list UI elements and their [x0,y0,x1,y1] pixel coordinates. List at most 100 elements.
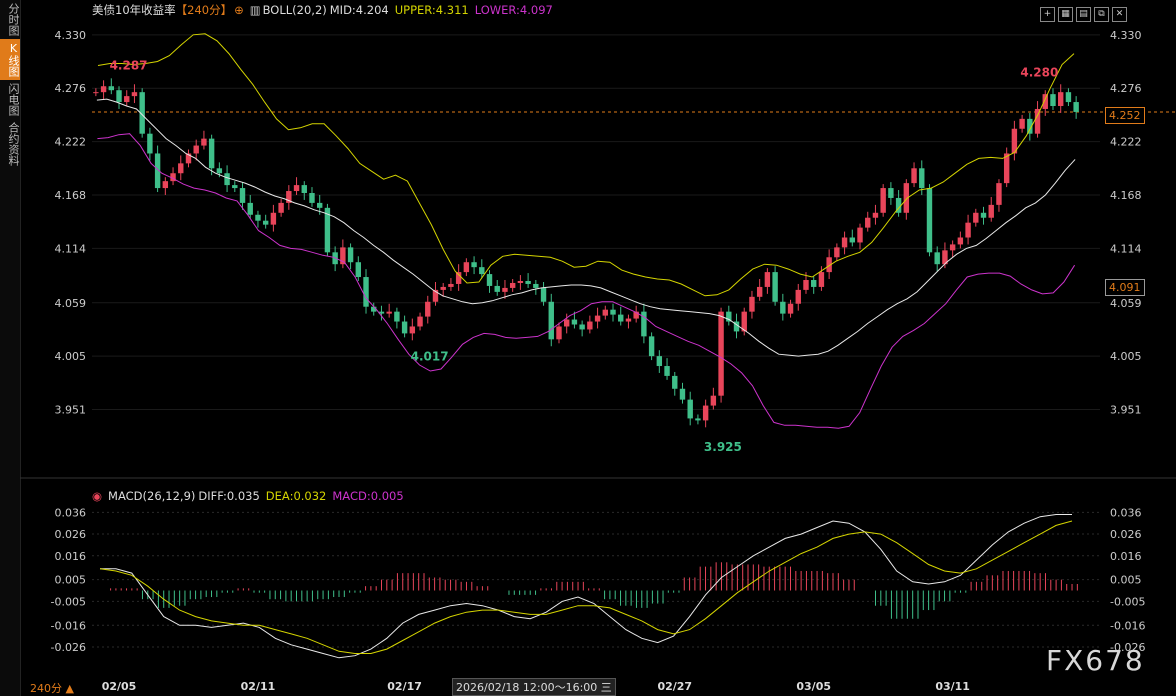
price-annotation: 3.925 [704,440,742,454]
candle-body [239,188,246,203]
candle-body [648,336,655,357]
y-tick-left: 4.276 [55,82,87,95]
crosshair-time-tip: 2026/02/18 12:00～16:00 三 [452,678,616,696]
tab-timeshare[interactable]: 分时图 [7,3,20,36]
candle-body [579,324,585,330]
macd-diff-line [100,514,1072,659]
candle-body [255,214,261,221]
candle-body [733,321,740,332]
candle-body [178,163,184,174]
macd-y-tick-right: -0.026 [1110,641,1145,654]
candle-body [1050,94,1056,107]
candle-body [718,311,724,396]
tab-kline[interactable]: K线图 [0,39,20,80]
candle-body [679,388,686,400]
candle-body [216,168,223,174]
candle-body [1065,92,1072,103]
candle-body [201,138,207,146]
candle-body [764,272,771,287]
candle-body [710,395,717,406]
candle-body [394,311,400,322]
price-annotation: 4.017 [411,349,449,363]
candle-body [880,188,886,213]
boll-mid-line [96,98,1076,357]
grid-icon[interactable]: ▦ [1058,7,1073,22]
candle-body [232,185,238,189]
macd-y-tick-left: 0.036 [55,506,87,519]
macd-y-tick-left: -0.005 [51,595,86,608]
candle-body [633,311,639,319]
candle-body [509,282,516,288]
candle-body [425,301,431,317]
macd-legend: ◉ MACD(26,12,9) DIFF:0.035 DEA:0.032 MACD:0.… [92,489,410,503]
candle-body [1003,153,1010,184]
candle-body [841,237,848,248]
candle-body [996,183,1002,205]
candle-body [818,272,825,287]
x-tick-label: 03/11 [935,680,970,693]
y-tick-right: 4.276 [1110,82,1142,95]
macd-y-tick-right: 0.026 [1110,528,1142,541]
candle-body [517,281,524,283]
x-tick-label: 02/27 [657,680,692,693]
close-icon[interactable]: ✕ [1112,7,1127,22]
macd-y-tick-right: -0.005 [1110,595,1145,608]
y-tick-left: 4.059 [55,297,87,310]
candle-body [432,289,439,302]
candle-body [1058,92,1064,107]
boll-label: BOLL(20,2) [262,3,327,17]
candle-body [834,247,840,258]
macd-dea-line [99,520,1073,654]
candle-body [317,202,323,208]
dea-label: DEA:0.032 [265,489,327,503]
macd-y-tick-right: 0.005 [1110,574,1142,587]
y-tick-left: 4.005 [55,350,87,363]
macd-settings-icon[interactable]: ◉ [92,489,103,503]
chart-title: 美债10年收益率 [92,3,176,17]
candle-body [154,153,161,189]
candle-body [401,321,408,334]
diff-label: DIFF:0.035 [198,489,260,503]
candle-body [587,321,593,330]
candle-body [602,309,608,316]
y-tick-right: 4.114 [1110,242,1142,255]
footer-period[interactable]: 240分 ▲ [30,682,74,695]
tab-flash[interactable]: 闪电图 [7,83,20,116]
candle-body [93,92,99,94]
tab-contract-info[interactable]: 合约资料 [7,122,20,166]
period-label[interactable]: 【240分】 [175,3,233,17]
price-annotation: 4.287 [110,58,148,72]
candle-body [664,366,670,376]
candle-body [726,311,732,322]
candle-body [980,212,987,218]
candle-body [286,191,292,203]
candle-body [147,133,153,154]
macd-y-tick-right: 0.036 [1110,506,1142,519]
candle-body [378,311,385,314]
candle-body [687,399,693,419]
zoom-icon[interactable]: ▤ [1076,7,1091,22]
candle-body [185,153,192,164]
candle-body [262,220,269,225]
candle-body [556,326,562,340]
restore-icon[interactable]: ⧉ [1094,7,1109,22]
candle-body [409,326,416,334]
candle-body [1073,102,1079,112]
candle-body [564,319,570,327]
candle-body [795,289,801,304]
candle-body [502,287,508,292]
candle-body [301,185,307,194]
macd-y-tick-right: 0.016 [1110,550,1142,563]
window-toolbar: + ▦ ▤ ⧉ ✕ [1040,1,1130,22]
lower-label: LOWER:4.097 [474,3,553,17]
y-tick-right: 4.168 [1110,189,1142,202]
candle-body [347,247,354,263]
candle-body [208,138,215,169]
macd-y-tick-left: 0.026 [55,528,87,541]
crosshair-icon[interactable]: + [1040,7,1055,22]
candle-body [440,286,446,290]
x-tick-label: 02/11 [241,680,276,693]
x-tick-label: 02/17 [387,680,422,693]
settings-icon[interactable]: ⊕ [234,3,244,17]
